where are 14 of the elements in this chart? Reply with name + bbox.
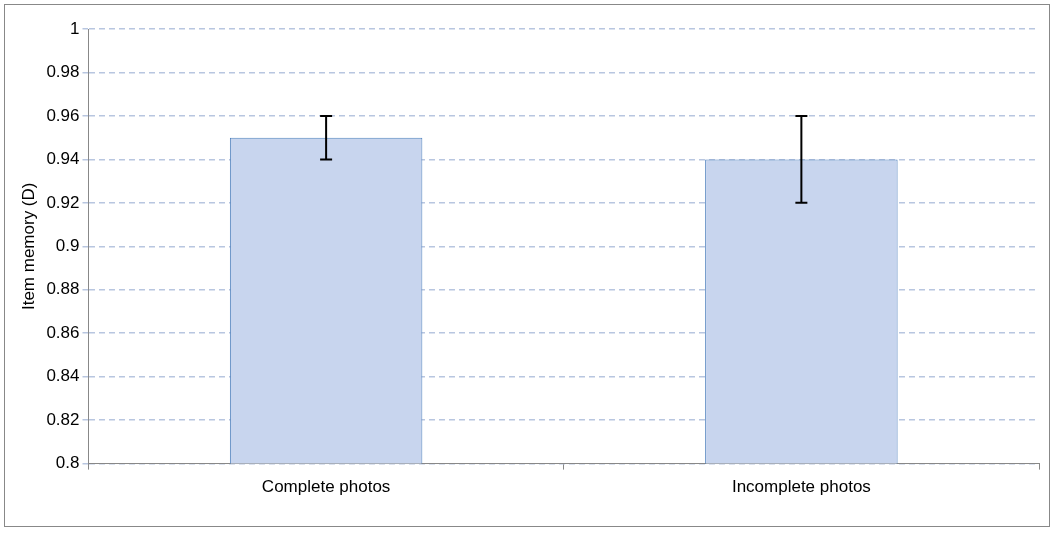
y-tick-label: 0.92 xyxy=(46,192,80,212)
y-tick-label: 0.94 xyxy=(46,149,80,169)
x-tick-label: Incomplete photos xyxy=(731,477,871,497)
y-tick-label: 0.84 xyxy=(46,366,80,386)
y-tick-label: 0.82 xyxy=(46,409,80,429)
y-tick-label: 0.98 xyxy=(46,62,80,82)
y-tick-label: 0.96 xyxy=(46,105,80,125)
y-tick-label: 0.86 xyxy=(46,322,80,342)
y-tick-label: 0.8 xyxy=(55,453,80,473)
y-tick-label: 1 xyxy=(70,18,80,38)
y-axis-title: Item memory (D) xyxy=(18,182,38,311)
y-tick-label: 0.88 xyxy=(46,279,80,299)
y-tick-label: 0.9 xyxy=(55,235,80,255)
x-tick-label: Complete photos xyxy=(261,477,391,497)
